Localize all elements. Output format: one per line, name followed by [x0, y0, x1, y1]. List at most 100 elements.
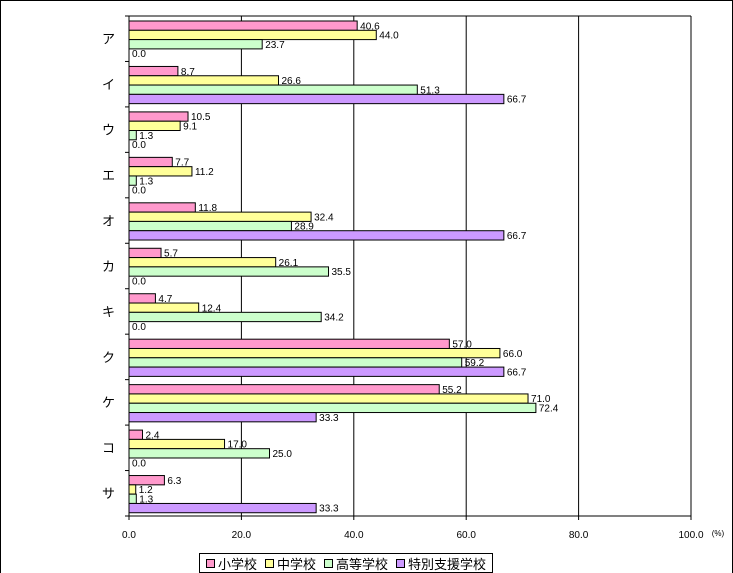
category-label: ア	[102, 32, 115, 47]
legend-swatch-junior-high	[265, 558, 275, 568]
value-label: 0.0	[132, 140, 146, 151]
bar	[128, 429, 143, 440]
bar	[128, 166, 193, 177]
bar	[128, 311, 322, 323]
x-tick-label: 20.0	[232, 530, 252, 541]
bar	[128, 247, 162, 259]
value-label: 1.2	[139, 485, 153, 496]
bar	[128, 357, 463, 368]
bar	[128, 448, 270, 459]
x-tick-label: 80.0	[569, 530, 589, 541]
value-label: 9.1	[183, 122, 197, 133]
bar	[128, 20, 358, 31]
value-label: 7.7	[175, 158, 189, 169]
bar	[128, 65, 179, 77]
category-label: カ	[102, 259, 115, 274]
value-label: 5.7	[164, 249, 178, 260]
bar	[128, 493, 137, 504]
bar	[128, 156, 173, 168]
value-label: 34.2	[324, 313, 344, 324]
bar	[128, 84, 418, 95]
bar	[128, 502, 317, 514]
value-label: 10.5	[191, 112, 211, 123]
legend-item-junior-high: 中学校	[265, 554, 316, 573]
bar	[128, 402, 537, 414]
bar	[128, 29, 377, 41]
value-label: 0.0	[132, 186, 146, 197]
legend-label-high-school: 高等学校	[336, 556, 389, 572]
value-label: 11.8	[198, 203, 217, 214]
value-label: 0.0	[132, 49, 146, 60]
legend-swatch-special-support	[396, 558, 406, 568]
value-label: 66.0	[503, 349, 523, 360]
bar	[128, 75, 279, 86]
value-label: 26.1	[279, 258, 299, 269]
value-label: 44.0	[379, 31, 399, 42]
bar	[128, 220, 292, 232]
category-label: エ	[102, 168, 115, 183]
value-label: 1.3	[139, 494, 153, 505]
bar	[128, 211, 312, 222]
x-unit-label: (%)	[712, 529, 725, 538]
value-label: 0.0	[132, 458, 146, 469]
value-label: 0.0	[132, 322, 146, 333]
bar	[128, 202, 196, 213]
legend-label-special-support: 特別支援学校	[408, 556, 487, 572]
value-label: 11.2	[195, 167, 214, 178]
x-tick-label: 100.0	[678, 530, 703, 541]
value-label: 51.3	[420, 85, 440, 96]
value-label: 55.2	[442, 385, 462, 396]
legend-item-high-school: 高等学校	[324, 554, 388, 573]
bar	[128, 39, 263, 50]
value-label: 35.5	[332, 267, 352, 278]
legend-item-elementary: 小学校	[206, 554, 257, 573]
bar	[128, 230, 505, 241]
category-label: ク	[102, 350, 115, 365]
bar	[128, 384, 440, 395]
x-tick-label: 0.0	[122, 530, 136, 541]
value-label: 12.4	[202, 303, 222, 314]
bar	[128, 302, 200, 313]
bar	[128, 412, 317, 423]
bar	[128, 366, 505, 377]
value-label: 0.0	[132, 276, 146, 287]
bar	[128, 130, 137, 141]
bar	[128, 93, 505, 105]
bar	[128, 257, 277, 268]
category-label: サ	[102, 486, 115, 501]
category-label: ケ	[102, 395, 115, 410]
category-label: キ	[102, 304, 115, 319]
bar	[128, 475, 165, 486]
value-label: 23.7	[265, 40, 285, 51]
legend-swatch-elementary	[206, 558, 215, 568]
legend-swatch-high-school	[324, 558, 334, 568]
value-label: 25.0	[273, 449, 293, 460]
legend-label-elementary: 小学校	[218, 556, 258, 572]
frame-border-left	[0, 0, 1, 573]
value-label: 71.0	[531, 394, 551, 405]
bar	[128, 175, 137, 186]
frame-border-top	[0, 0, 733, 1]
bar-chart: ア 40.644.0 23.7 0.0 イ 8.7 26.6 51.3 66.7 ウ 10.59.1…	[102, 15, 725, 541]
bar	[128, 293, 156, 304]
value-label: 66.7	[507, 367, 527, 378]
value-label: 2.4	[145, 430, 159, 441]
bar	[128, 120, 181, 132]
value-label: 59.2	[465, 358, 485, 369]
category-label: イ	[102, 77, 115, 92]
bar	[128, 484, 137, 495]
value-label: 40.6	[360, 21, 380, 32]
x-tick-label: 60.0	[456, 530, 476, 541]
value-label: 66.7	[507, 95, 527, 106]
bar	[128, 338, 450, 349]
value-label: 1.3	[139, 131, 153, 142]
bar	[128, 111, 189, 122]
legend-item-special-support: 特別支援学校	[396, 554, 486, 573]
category-label: オ	[102, 213, 115, 228]
category-label: コ	[102, 441, 115, 456]
value-label: 66.7	[507, 231, 527, 242]
value-label: 28.9	[294, 222, 314, 233]
value-label: 33.3	[319, 413, 339, 424]
value-label: 1.3	[139, 176, 153, 187]
